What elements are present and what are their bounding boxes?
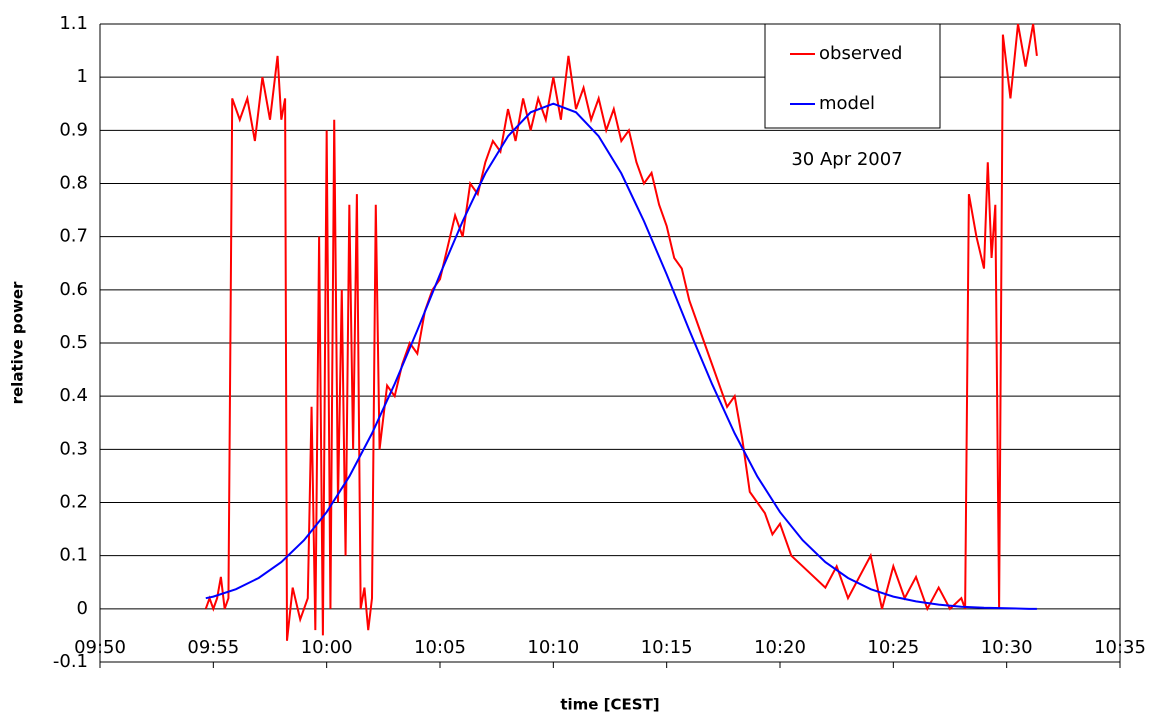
y-tick-label: 0 bbox=[77, 598, 88, 619]
x-tick-label: 10:00 bbox=[301, 637, 353, 658]
y-tick-label: 0.7 bbox=[59, 226, 88, 247]
series-line bbox=[204, 23, 1038, 641]
x-tick-label: 09:55 bbox=[187, 637, 239, 658]
legend-label: model bbox=[819, 93, 875, 114]
y-tick-label: 0.8 bbox=[59, 173, 88, 194]
x-tick-label: 10:10 bbox=[527, 637, 579, 658]
y-tick-label: 0.4 bbox=[59, 385, 88, 406]
x-tick-label: 10:35 bbox=[1094, 637, 1146, 658]
annotation: 30 Apr 2007 bbox=[791, 149, 902, 170]
y-tick-label: 0.6 bbox=[59, 279, 88, 300]
legend-label: observed bbox=[819, 43, 902, 64]
y-tick-label: 0.5 bbox=[59, 332, 88, 353]
y-tick-label: 1.1 bbox=[59, 13, 88, 34]
x-tick-label: 10:25 bbox=[867, 637, 919, 658]
x-tick-label: 10:15 bbox=[641, 637, 693, 658]
y-tick-label: 1 bbox=[77, 66, 88, 87]
y-tick-label: 0.1 bbox=[59, 545, 88, 566]
x-tick-label: 09:50 bbox=[74, 637, 126, 658]
y-tick-label: 0.3 bbox=[59, 438, 88, 459]
x-tick-label: 10:30 bbox=[981, 637, 1033, 658]
series-line bbox=[205, 102, 1037, 610]
x-axis-title: time [CEST] bbox=[560, 696, 659, 714]
y-tick-label: 0.2 bbox=[59, 492, 88, 513]
x-tick-label: 10:05 bbox=[414, 637, 466, 658]
y-axis-title: relative power bbox=[9, 281, 27, 404]
y-tick-label: -0.1 bbox=[53, 651, 88, 672]
x-tick-label: 10:20 bbox=[754, 637, 806, 658]
legend-box bbox=[764, 23, 941, 129]
y-tick-label: 0.9 bbox=[59, 119, 88, 140]
